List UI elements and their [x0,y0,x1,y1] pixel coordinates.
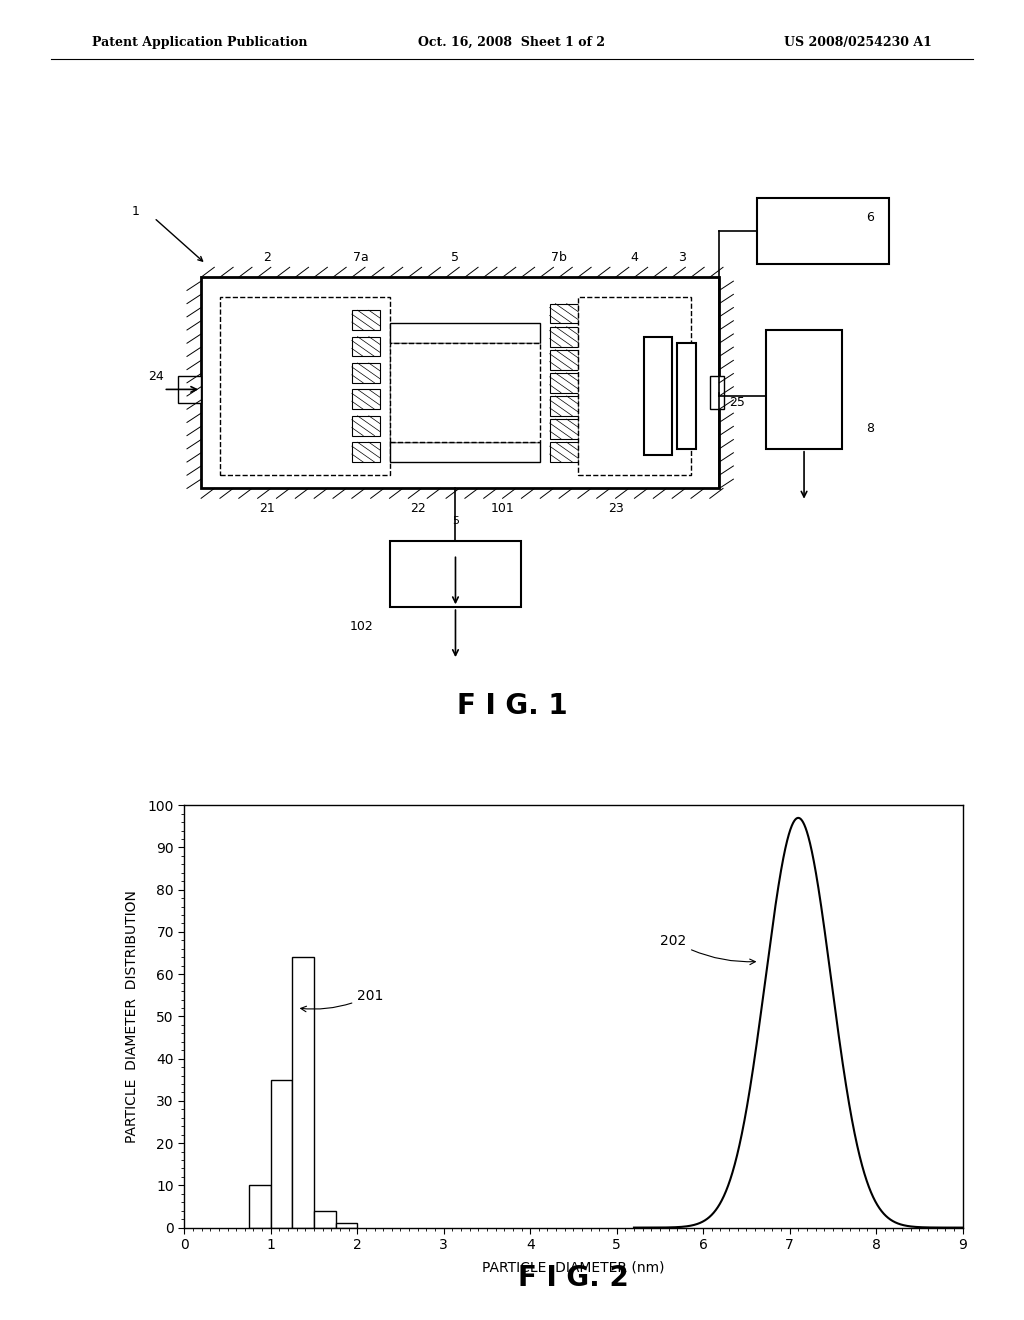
Bar [550,420,578,438]
Bar [389,541,521,607]
Bar [757,198,889,264]
Bar [550,374,578,393]
Bar [550,327,578,346]
Text: 7a: 7a [353,251,369,264]
Text: 101: 101 [490,502,514,515]
Text: Patent Application Publication: Patent Application Publication [92,36,307,49]
Text: 25: 25 [729,396,744,409]
Bar [352,337,380,356]
Text: 6: 6 [866,211,873,224]
Bar [550,442,578,462]
Bar [352,310,380,330]
Bar [550,396,578,416]
Text: 3: 3 [678,251,685,264]
Bar [710,376,724,409]
Bar [766,330,842,449]
Bar [644,337,672,455]
Bar [201,277,719,488]
Bar [578,297,691,475]
Text: 5: 5 [452,516,459,527]
Bar [270,1080,293,1228]
Bar [336,1224,357,1228]
Text: 7b: 7b [551,251,567,264]
Text: 5: 5 [452,251,460,264]
Bar [249,1185,270,1228]
Text: F I G. 2: F I G. 2 [518,1263,629,1292]
Bar [293,957,314,1228]
Bar [550,350,578,370]
Text: 8: 8 [866,422,874,436]
X-axis label: PARTICLE  DIAMETER (nm): PARTICLE DIAMETER (nm) [482,1261,665,1274]
Bar [352,442,380,462]
Text: 2: 2 [263,251,271,264]
Text: 23: 23 [608,502,624,515]
Text: Oct. 16, 2008  Sheet 1 of 2: Oct. 16, 2008 Sheet 1 of 2 [419,36,605,49]
Text: F I G. 1: F I G. 1 [457,692,567,721]
Text: 202: 202 [659,933,756,965]
Bar [550,304,578,323]
Bar [352,389,380,409]
Bar [389,343,541,442]
Bar [314,1210,336,1228]
Bar [177,376,201,403]
Text: 1: 1 [131,205,139,218]
Bar [677,343,695,449]
Text: 24: 24 [147,370,164,383]
Text: US 2008/0254230 A1: US 2008/0254230 A1 [784,36,932,49]
Bar [352,363,380,383]
Text: 201: 201 [301,989,384,1011]
Bar [389,323,541,343]
Bar [220,297,389,475]
Text: 4: 4 [631,251,638,264]
Text: 22: 22 [410,502,426,515]
Y-axis label: PARTICLE  DIAMETER  DISTRIBUTION: PARTICLE DIAMETER DISTRIBUTION [125,890,139,1143]
Text: 21: 21 [259,502,274,515]
Text: 102: 102 [349,620,373,634]
Bar [389,442,541,462]
Bar [352,416,380,436]
